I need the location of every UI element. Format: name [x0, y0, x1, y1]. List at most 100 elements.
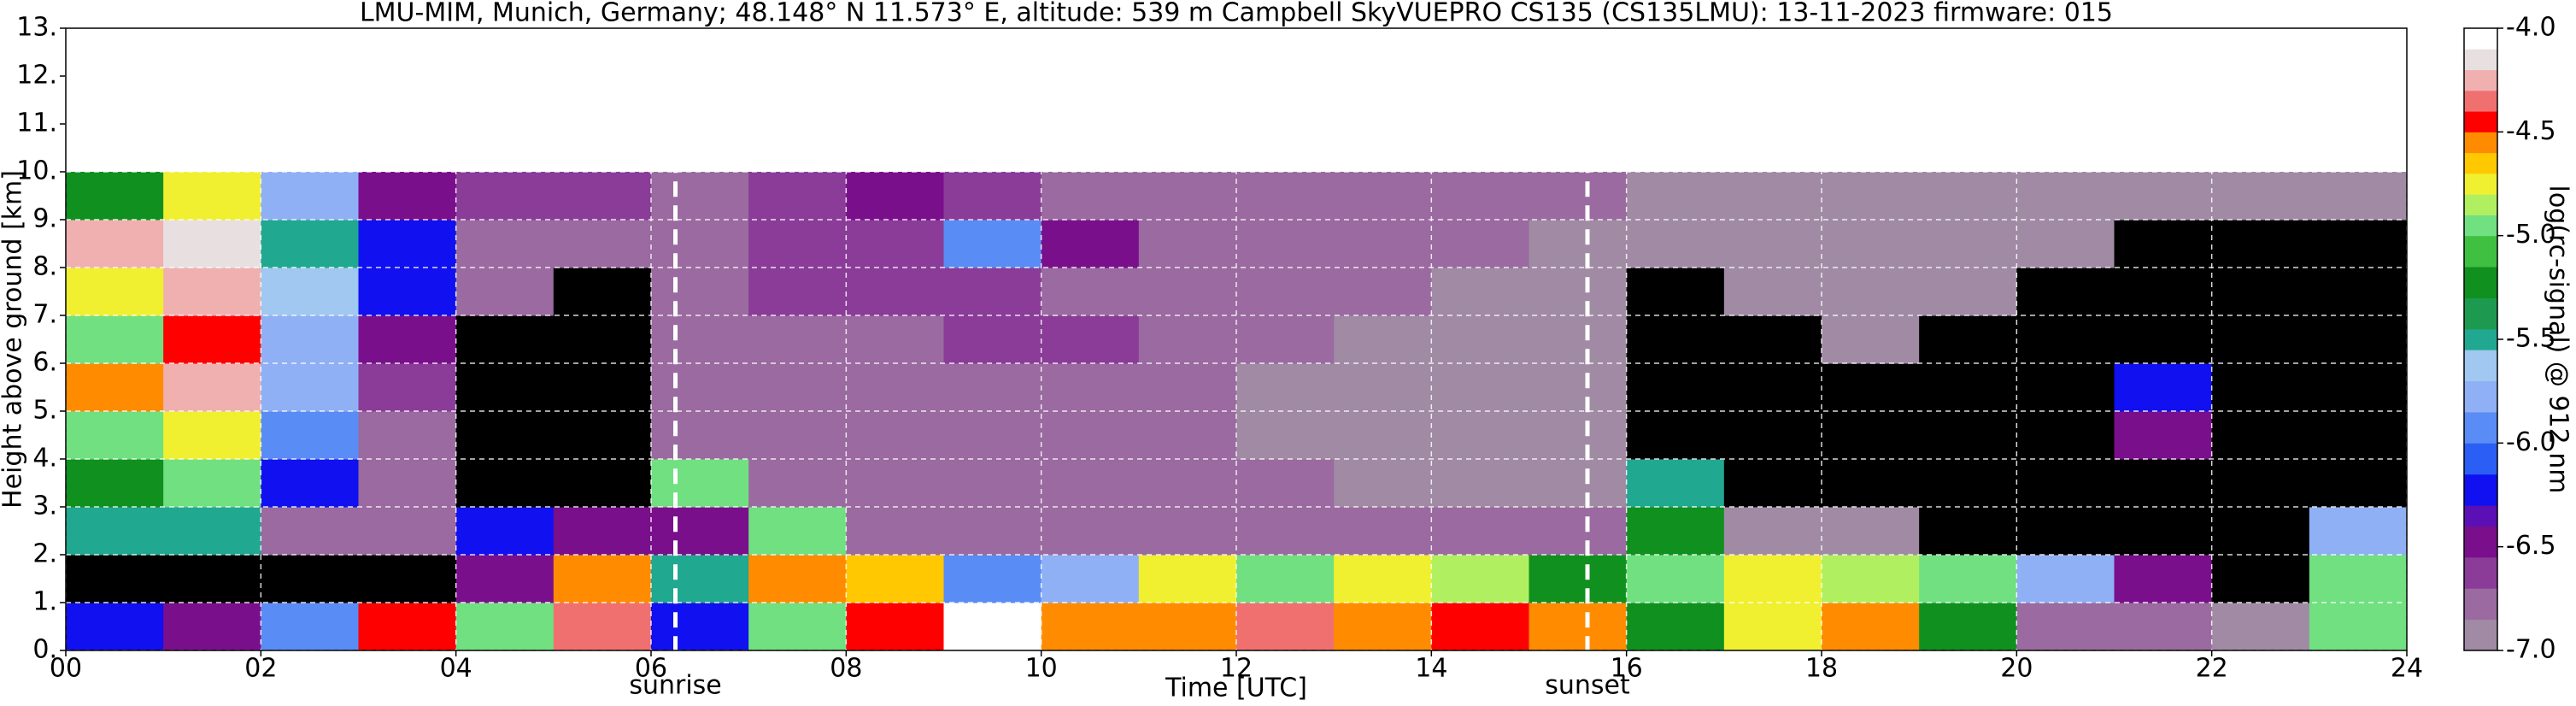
x-tick-label: 02 [244, 654, 277, 684]
heatmap-cell [1138, 268, 1237, 316]
y-tick-label: 6. [32, 348, 57, 378]
y-tick-label: 3. [32, 491, 57, 521]
heatmap-cell [2211, 555, 2310, 603]
colorbar-band [2464, 28, 2497, 50]
colorbar-band [2464, 380, 2497, 413]
colorbar-band [2464, 443, 2497, 475]
colorbar-tick-label: -5.5 [2506, 324, 2556, 354]
heatmap-cell [1822, 459, 1920, 508]
heatmap-cell [2016, 268, 2115, 316]
heatmap-cell [1723, 555, 1822, 603]
heatmap-cell [2016, 603, 2115, 651]
heatmap-cell [2016, 363, 2115, 412]
heatmap-cell [748, 411, 847, 460]
heatmap-cell [1041, 268, 1140, 316]
heatmap-cell [1723, 315, 1822, 364]
heatmap-cell [2211, 507, 2310, 556]
heatmap-cell [358, 507, 457, 556]
heatmap-cell [2309, 507, 2408, 556]
heatmap-cell [163, 555, 261, 603]
heatmap-cell [1041, 172, 1140, 221]
y-tick-label: 2. [32, 539, 57, 569]
heatmap-cell [553, 315, 652, 364]
heatmap-cell [2211, 411, 2310, 460]
heatmap-cell [1822, 507, 1920, 556]
colorbar-label: log(rc-signal) @ 912 nm [2544, 185, 2573, 494]
heatmap-cell [943, 411, 1042, 460]
heatmap-cell [553, 507, 652, 556]
heatmap-cell [1236, 459, 1335, 508]
x-tick-label: 12 [1220, 654, 1253, 684]
chart-title: LMU-MIM, Munich, Germany; 48.148° N 11.5… [360, 0, 2113, 28]
heatmap-cell [1529, 459, 1628, 508]
heatmap-cell [2309, 459, 2408, 508]
heatmap-cell [1041, 459, 1140, 508]
heatmap-cell [943, 268, 1042, 316]
heatmap-cell [163, 172, 261, 221]
y-axis-label: Height above ground [km] [0, 170, 28, 509]
heatmap-cell [2114, 603, 2213, 651]
heatmap-cell [2309, 555, 2408, 603]
heatmap-cell [1138, 172, 1237, 221]
heatmap-cell [1919, 555, 2017, 603]
heatmap-cell [1431, 459, 1529, 508]
event-label: sunrise [629, 671, 721, 701]
heatmap-cell [163, 507, 261, 556]
x-tick-label: 04 [440, 654, 472, 684]
y-tick-label: 8. [32, 252, 57, 282]
heatmap-cell [748, 315, 847, 364]
heatmap-cell [163, 603, 261, 651]
heatmap-cell [1723, 411, 1822, 460]
heatmap-cell [2114, 555, 2213, 603]
heatmap-cell [651, 363, 749, 412]
colorbar-band [2464, 474, 2497, 506]
heatmap-cell [66, 507, 164, 556]
x-tick-label: 14 [1415, 654, 1447, 684]
heatmap-cell [1822, 315, 1920, 364]
heatmap-cell [1919, 363, 2017, 412]
heatmap-cell [261, 268, 359, 316]
heatmap-cell [1138, 220, 1237, 268]
heatmap-cell [2211, 603, 2310, 651]
heatmap-cell [1334, 603, 1432, 651]
heatmap-cell [1626, 315, 1725, 364]
heatmap-cell [1138, 363, 1237, 412]
colorbar-band [2464, 267, 2497, 298]
heatmap-cell [1626, 603, 1725, 651]
heatmap-cell [2309, 411, 2408, 460]
heatmap-cell [846, 507, 944, 556]
heatmap-cell [1236, 411, 1335, 460]
heatmap-cell [651, 555, 749, 603]
heatmap-cell [163, 220, 261, 268]
heatmap-cell [1626, 172, 1725, 221]
heatmap-cell [66, 172, 164, 221]
heatmap-cell [1529, 603, 1628, 651]
heatmap-cell [1431, 411, 1529, 460]
heatmap-cell [1626, 363, 1725, 412]
heatmap-cell [261, 363, 359, 412]
heatmap-cell [1431, 268, 1529, 316]
heatmap-cell [1431, 603, 1529, 651]
heatmap-cell [1626, 507, 1725, 556]
heatmap-cell [455, 555, 555, 603]
heatmap-cell [1334, 172, 1432, 221]
heatmap-cell [455, 172, 555, 221]
heatmap-cell [1529, 507, 1628, 556]
heatmap-cell [1822, 172, 1920, 221]
heatmap-cell [2211, 459, 2310, 508]
heatmap-cell [943, 172, 1042, 221]
heatmap-cell [1431, 363, 1529, 412]
heatmap-cell [358, 172, 457, 221]
x-tick-label: 08 [830, 654, 862, 684]
heatmap-cell [163, 363, 261, 412]
heatmap-cell [943, 220, 1042, 268]
x-tick-label: 00 [50, 654, 82, 684]
heatmap-cell [943, 507, 1042, 556]
colorbar-band [2464, 152, 2497, 174]
heatmap-cell [1334, 220, 1432, 268]
heatmap-cell [943, 603, 1042, 651]
heatmap-cell [846, 315, 944, 364]
colorbar-band [2464, 556, 2497, 589]
colorbar-tick-label: -7.0 [2506, 635, 2556, 665]
heatmap-cell [163, 315, 261, 364]
